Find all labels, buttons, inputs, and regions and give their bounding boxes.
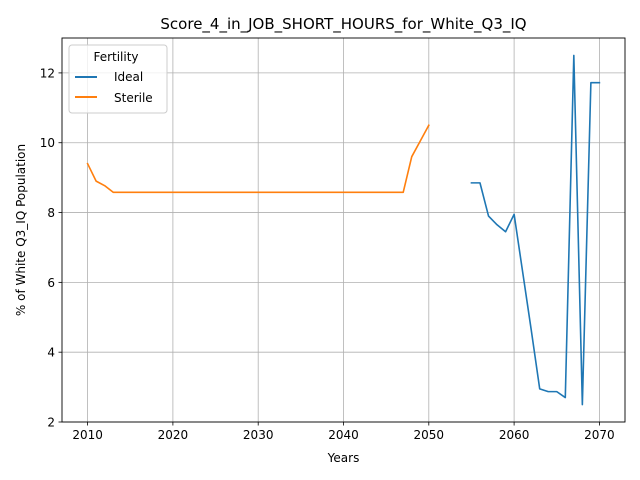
chart-title: Score_4_in_JOB_SHORT_HOURS_for_White_Q3_… bbox=[160, 15, 526, 34]
legend-label-sterile: Sterile bbox=[114, 91, 153, 105]
series-line-ideal bbox=[470, 54, 601, 406]
legend-label-ideal: Ideal bbox=[114, 70, 143, 84]
x-tick-label: 2070 bbox=[584, 428, 615, 442]
x-axis-label: Years bbox=[327, 451, 360, 465]
x-tick-label: 2010 bbox=[72, 428, 103, 442]
x-tick-label: 2020 bbox=[158, 428, 189, 442]
legend: Fertility Ideal Sterile bbox=[68, 44, 168, 114]
y-tick-label: 12 bbox=[40, 66, 55, 80]
x-tick-label: 2040 bbox=[328, 428, 359, 442]
y-tick-label: 2 bbox=[47, 416, 55, 430]
x-tick-label: 2060 bbox=[499, 428, 530, 442]
y-tick-label: 8 bbox=[47, 206, 55, 220]
series-group bbox=[86, 54, 601, 406]
y-tick-label: 10 bbox=[40, 136, 55, 150]
axis-ticks: 2010 2020 2030 2040 2050 2060 2070 2 4 6 8 10 12 bbox=[40, 66, 615, 442]
y-tick-label: 6 bbox=[47, 276, 55, 290]
series-line-sterile bbox=[86, 124, 430, 194]
y-tick-label: 4 bbox=[47, 346, 55, 360]
x-tick-label: 2030 bbox=[243, 428, 274, 442]
y-axis-label: % of White Q3_IQ Population bbox=[14, 144, 28, 316]
legend-title: Fertility bbox=[93, 50, 138, 64]
x-tick-label: 2050 bbox=[414, 428, 445, 442]
